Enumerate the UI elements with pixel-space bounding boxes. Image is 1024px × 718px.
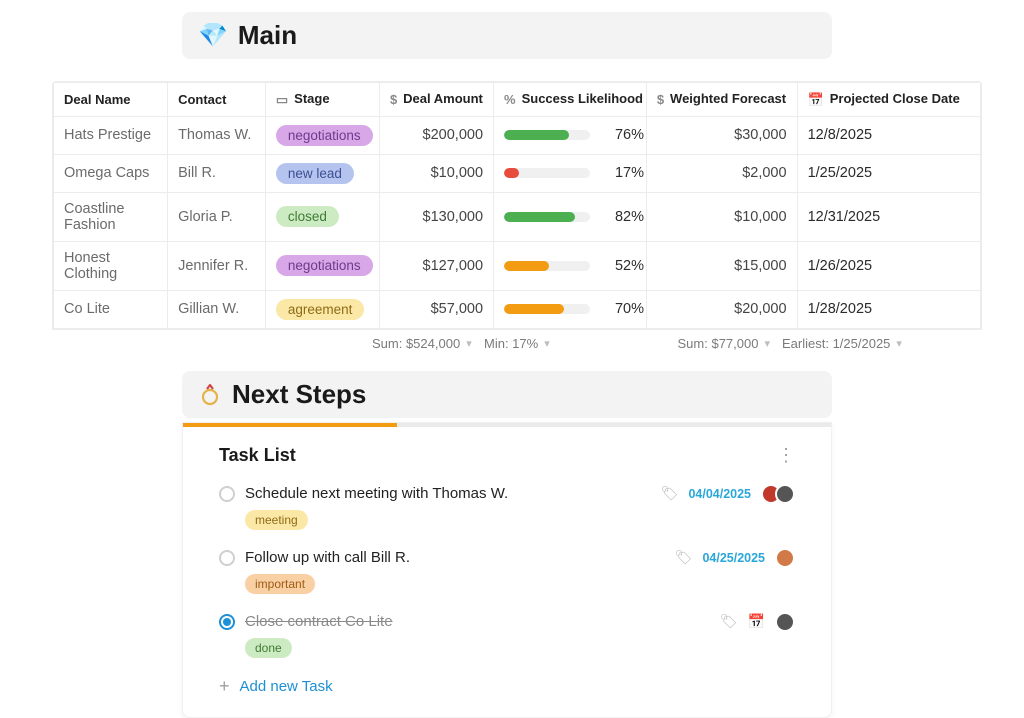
- col-stage[interactable]: ▭Stage: [265, 83, 379, 117]
- cell-close: 12/31/2025: [797, 192, 980, 241]
- col-deal-amount[interactable]: $Deal Amount: [379, 83, 493, 117]
- dollar-icon: $: [390, 92, 397, 107]
- calendar-icon: 📅: [808, 92, 824, 108]
- cell-amount: $200,000: [379, 116, 493, 154]
- ring-icon: [198, 382, 222, 406]
- cell-stage: agreement: [265, 290, 379, 328]
- cell-amount: $130,000: [379, 192, 493, 241]
- cell-likelihood: 52%: [494, 241, 647, 290]
- table-row[interactable]: Coastline FashionGloria P.closed$130,000…: [54, 192, 981, 241]
- cell-stage: negotiations: [265, 241, 379, 290]
- cell-contact: Gloria P.: [168, 192, 266, 241]
- summary-likelihood[interactable]: Min: 17%▾: [484, 336, 634, 351]
- chevron-down-icon: ▾: [544, 337, 550, 350]
- cell-close: 12/8/2025: [797, 116, 980, 154]
- task-tag: meeting: [245, 510, 308, 530]
- add-task-label: Add new Task: [240, 678, 333, 695]
- cell-likelihood: 70%: [494, 290, 647, 328]
- gem-icon: 💎: [198, 21, 228, 50]
- task-item: Follow up with call Bill R. 🏷 04/25/2025 im…: [219, 540, 795, 604]
- avatar: [775, 612, 795, 632]
- task-tag: done: [245, 638, 292, 658]
- cell-forecast: $15,000: [646, 241, 797, 290]
- task-due: 04/25/2025: [702, 551, 765, 565]
- chevron-down-icon: ▾: [466, 337, 472, 350]
- avatar: [775, 548, 795, 568]
- plus-icon: +: [219, 676, 230, 697]
- task-checkbox[interactable]: [219, 614, 235, 630]
- deals-table: Deal Name Contact ▭Stage $Deal Amount %S…: [52, 81, 982, 330]
- cell-likelihood: 82%: [494, 192, 647, 241]
- cell-likelihood: 76%: [494, 116, 647, 154]
- task-item: Close contract Co Lite 🏷 📅 done: [219, 604, 795, 668]
- task-checkbox[interactable]: [219, 550, 235, 566]
- tasks-title: Task List: [219, 445, 296, 466]
- tag-icon: ▭: [276, 92, 288, 108]
- next-steps-header: Next Steps: [182, 371, 832, 418]
- chevron-down-icon: ▾: [896, 337, 902, 350]
- tag-icon[interactable]: 🏷: [720, 613, 738, 630]
- cell-forecast: $30,000: [646, 116, 797, 154]
- main-title: Main: [238, 20, 297, 51]
- col-contact[interactable]: Contact: [168, 83, 266, 117]
- cell-contact: Jennifer R.: [168, 241, 266, 290]
- task-text[interactable]: Schedule next meeting with Thomas W.: [245, 485, 508, 502]
- summary-amount[interactable]: Sum: $524,000▾: [372, 336, 484, 351]
- cell-contact: Bill R.: [168, 154, 266, 192]
- table-row[interactable]: Co LiteGillian W.agreement$57,00070%$20,…: [54, 290, 981, 328]
- table-row[interactable]: Hats PrestigeThomas W.negotiations$200,0…: [54, 116, 981, 154]
- task-due: 04/04/2025: [688, 487, 751, 501]
- summary-forecast[interactable]: Sum: $77,000▾: [634, 336, 782, 351]
- table-row[interactable]: Honest ClothingJennifer R.negotiations$1…: [54, 241, 981, 290]
- cell-deal: Omega Caps: [54, 154, 168, 192]
- col-success-likelihood[interactable]: %Success Likelihood: [494, 83, 647, 117]
- col-projected-close[interactable]: 📅Projected Close Date: [797, 83, 980, 117]
- cell-forecast: $10,000: [646, 192, 797, 241]
- summary-close[interactable]: Earliest: 1/25/2025▾: [782, 336, 962, 351]
- cell-contact: Thomas W.: [168, 116, 266, 154]
- col-weighted-forecast[interactable]: $Weighted Forecast: [646, 83, 797, 117]
- task-text[interactable]: Close contract Co Lite: [245, 613, 393, 630]
- cell-deal: Co Lite: [54, 290, 168, 328]
- cell-stage: negotiations: [265, 116, 379, 154]
- cell-close: 1/26/2025: [797, 241, 980, 290]
- cell-deal: Honest Clothing: [54, 241, 168, 290]
- calendar-icon[interactable]: 📅: [748, 613, 765, 630]
- percent-icon: %: [504, 92, 516, 107]
- task-checkbox[interactable]: [219, 486, 235, 502]
- tag-icon: 🏷: [675, 549, 693, 566]
- cell-stage: new lead: [265, 154, 379, 192]
- task-text[interactable]: Follow up with call Bill R.: [245, 549, 410, 566]
- cell-stage: closed: [265, 192, 379, 241]
- tag-icon: 🏷: [661, 485, 679, 502]
- task-item: Schedule next meeting with Thomas W. 🏷 04/…: [219, 476, 795, 540]
- cell-likelihood: 17%: [494, 154, 647, 192]
- add-task-button[interactable]: + Add new Task: [219, 668, 795, 697]
- next-steps-title: Next Steps: [232, 379, 366, 410]
- summary-row: Sum: $524,000▾ Min: 17%▾ Sum: $77,000▾ E…: [52, 330, 982, 357]
- cell-contact: Gillian W.: [168, 290, 266, 328]
- col-deal-name[interactable]: Deal Name: [54, 83, 168, 117]
- cell-close: 1/28/2025: [797, 290, 980, 328]
- cell-forecast: $2,000: [646, 154, 797, 192]
- chevron-down-icon: ▾: [764, 337, 770, 350]
- cell-forecast: $20,000: [646, 290, 797, 328]
- cell-close: 1/25/2025: [797, 154, 980, 192]
- tasks-menu-button[interactable]: ⋮: [777, 445, 795, 466]
- main-section-header: 💎 Main: [182, 12, 832, 59]
- cell-deal: Hats Prestige: [54, 116, 168, 154]
- dollar-icon: $: [657, 92, 664, 107]
- task-tag: important: [245, 574, 315, 594]
- avatar: [775, 484, 795, 504]
- table-row[interactable]: Omega CapsBill R.new lead$10,00017%$2,00…: [54, 154, 981, 192]
- cell-amount: $10,000: [379, 154, 493, 192]
- tasks-card: Task List ⋮ Schedule next meeting with T…: [182, 422, 832, 718]
- cell-deal: Coastline Fashion: [54, 192, 168, 241]
- table-header-row: Deal Name Contact ▭Stage $Deal Amount %S…: [54, 83, 981, 117]
- cell-amount: $127,000: [379, 241, 493, 290]
- cell-amount: $57,000: [379, 290, 493, 328]
